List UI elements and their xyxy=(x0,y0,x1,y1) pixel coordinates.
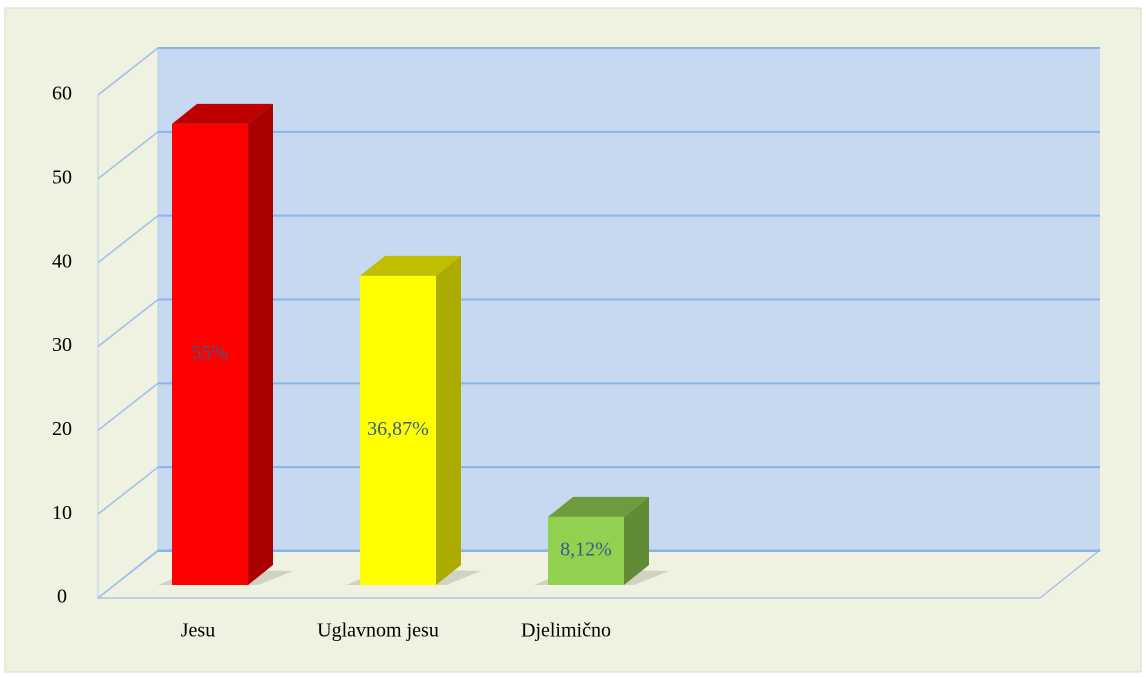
data-label: 55% xyxy=(192,342,229,364)
grid-diagonal xyxy=(97,382,159,431)
bar-top xyxy=(548,496,649,517)
grid-diagonal xyxy=(97,131,159,180)
bar-top xyxy=(172,103,273,124)
y-tick-label: 30 xyxy=(52,334,72,356)
y-tick-label: 60 xyxy=(52,83,72,105)
bar xyxy=(548,516,624,585)
x-tick-label: Uglavnom jesu xyxy=(317,620,439,642)
grid-diagonal xyxy=(97,215,159,264)
y-tick-label: 20 xyxy=(52,418,72,440)
y-tick-label: 0 xyxy=(57,586,67,608)
bar-side xyxy=(436,255,461,585)
grid-diagonal xyxy=(97,298,159,348)
x-tick-label: Jesu xyxy=(181,620,215,642)
grid-diagonal xyxy=(97,550,159,599)
bar-side xyxy=(248,103,273,586)
x-tick-label: Djelimično xyxy=(521,620,611,642)
y-tick-label: 40 xyxy=(52,250,72,272)
grid-diagonal xyxy=(97,466,159,515)
y-tick-label: 50 xyxy=(52,166,72,188)
bar-top xyxy=(360,255,461,276)
bar-side xyxy=(624,496,649,585)
grid-diagonal xyxy=(97,47,159,96)
data-label: 36,87% xyxy=(367,418,429,440)
bar xyxy=(360,275,436,585)
data-label: 8,12% xyxy=(560,539,612,561)
bar xyxy=(172,123,248,586)
y-tick-label: 10 xyxy=(52,502,72,524)
